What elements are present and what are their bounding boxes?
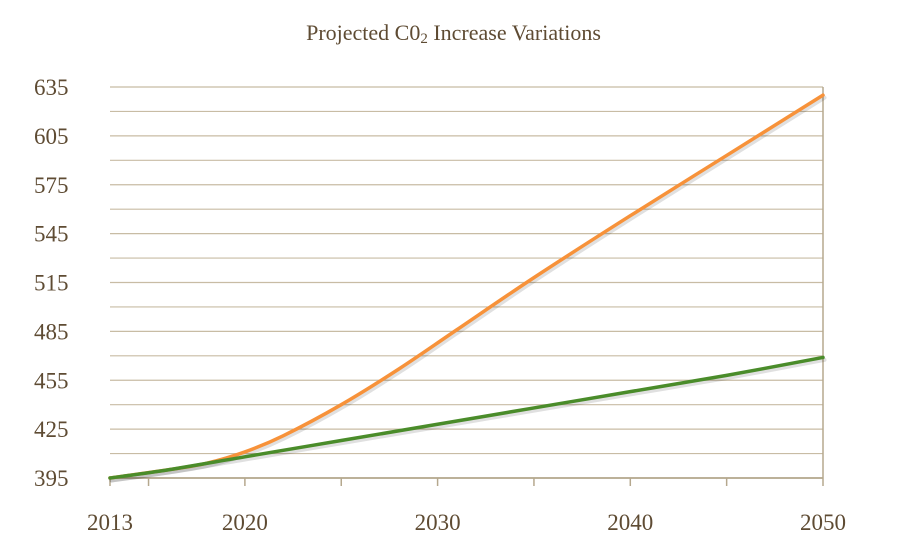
y-tick-label: 635 xyxy=(34,75,69,100)
series-shadow xyxy=(109,95,827,483)
y-tick-label: 485 xyxy=(34,319,69,344)
y-tick-label: 395 xyxy=(34,466,69,491)
y-tick-label: 605 xyxy=(34,124,69,149)
series-line-2 xyxy=(108,355,825,480)
x-tick-label: 2050 xyxy=(800,510,846,535)
y-tick-label: 575 xyxy=(34,173,69,198)
y-tick-label: 545 xyxy=(34,222,69,247)
y-tick-label: 455 xyxy=(34,368,69,393)
x-tick-label: 2013 xyxy=(87,510,133,535)
y-tick-label: 515 xyxy=(34,271,69,296)
x-tick-label: 2040 xyxy=(607,510,653,535)
y-tick-label: 425 xyxy=(34,417,69,442)
x-tick-label: 2030 xyxy=(415,510,461,535)
chart-title: Projected C02 Increase Variations xyxy=(306,20,601,47)
chart-title-subscript: 2 xyxy=(420,31,428,47)
series-shadow xyxy=(109,357,827,483)
x-tick-label: 2020 xyxy=(222,510,268,535)
